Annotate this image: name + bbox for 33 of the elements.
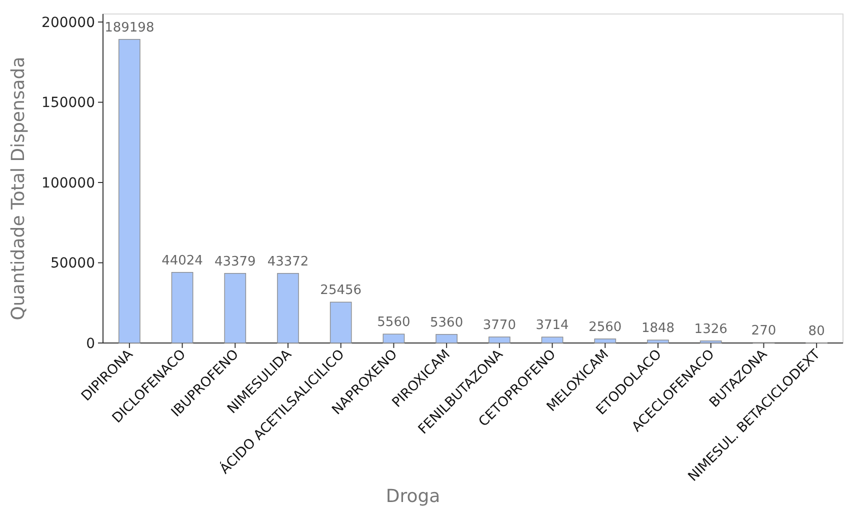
y-tick-label: 200000 xyxy=(42,14,95,31)
data-label: 1326 xyxy=(694,322,728,337)
data-label: 1848 xyxy=(641,321,675,336)
data-label: 3770 xyxy=(482,318,516,333)
bar xyxy=(436,334,458,344)
data-label: 43379 xyxy=(214,254,256,270)
data-label: 2560 xyxy=(588,320,622,335)
y-tick-label: 50000 xyxy=(50,256,95,272)
bar xyxy=(277,273,299,344)
data-label: 43372 xyxy=(267,254,309,270)
bar xyxy=(382,334,405,344)
data-label: 270 xyxy=(751,324,776,339)
data-label: 80 xyxy=(808,324,825,339)
bar xyxy=(118,39,140,344)
bar xyxy=(171,272,194,344)
x-axis-title: Droga xyxy=(386,486,440,507)
bar xyxy=(488,336,510,344)
bar xyxy=(594,338,616,344)
y-tick-label: 0 xyxy=(86,336,95,352)
bar xyxy=(541,336,564,344)
bar xyxy=(647,340,669,344)
bar xyxy=(330,302,352,344)
y-tick-label: 100000 xyxy=(42,175,95,192)
y-axis-title: Quantidade Total Dispensada xyxy=(8,56,29,320)
data-label: 3714 xyxy=(536,318,569,334)
data-label: 25456 xyxy=(320,283,362,298)
data-label: 5560 xyxy=(377,315,410,330)
data-label: 44024 xyxy=(162,253,203,268)
bar xyxy=(700,340,722,344)
y-tick-label: 150000 xyxy=(42,95,95,112)
bar xyxy=(224,273,246,344)
data-label: 5360 xyxy=(430,315,464,330)
data-label: 189198 xyxy=(104,20,154,36)
